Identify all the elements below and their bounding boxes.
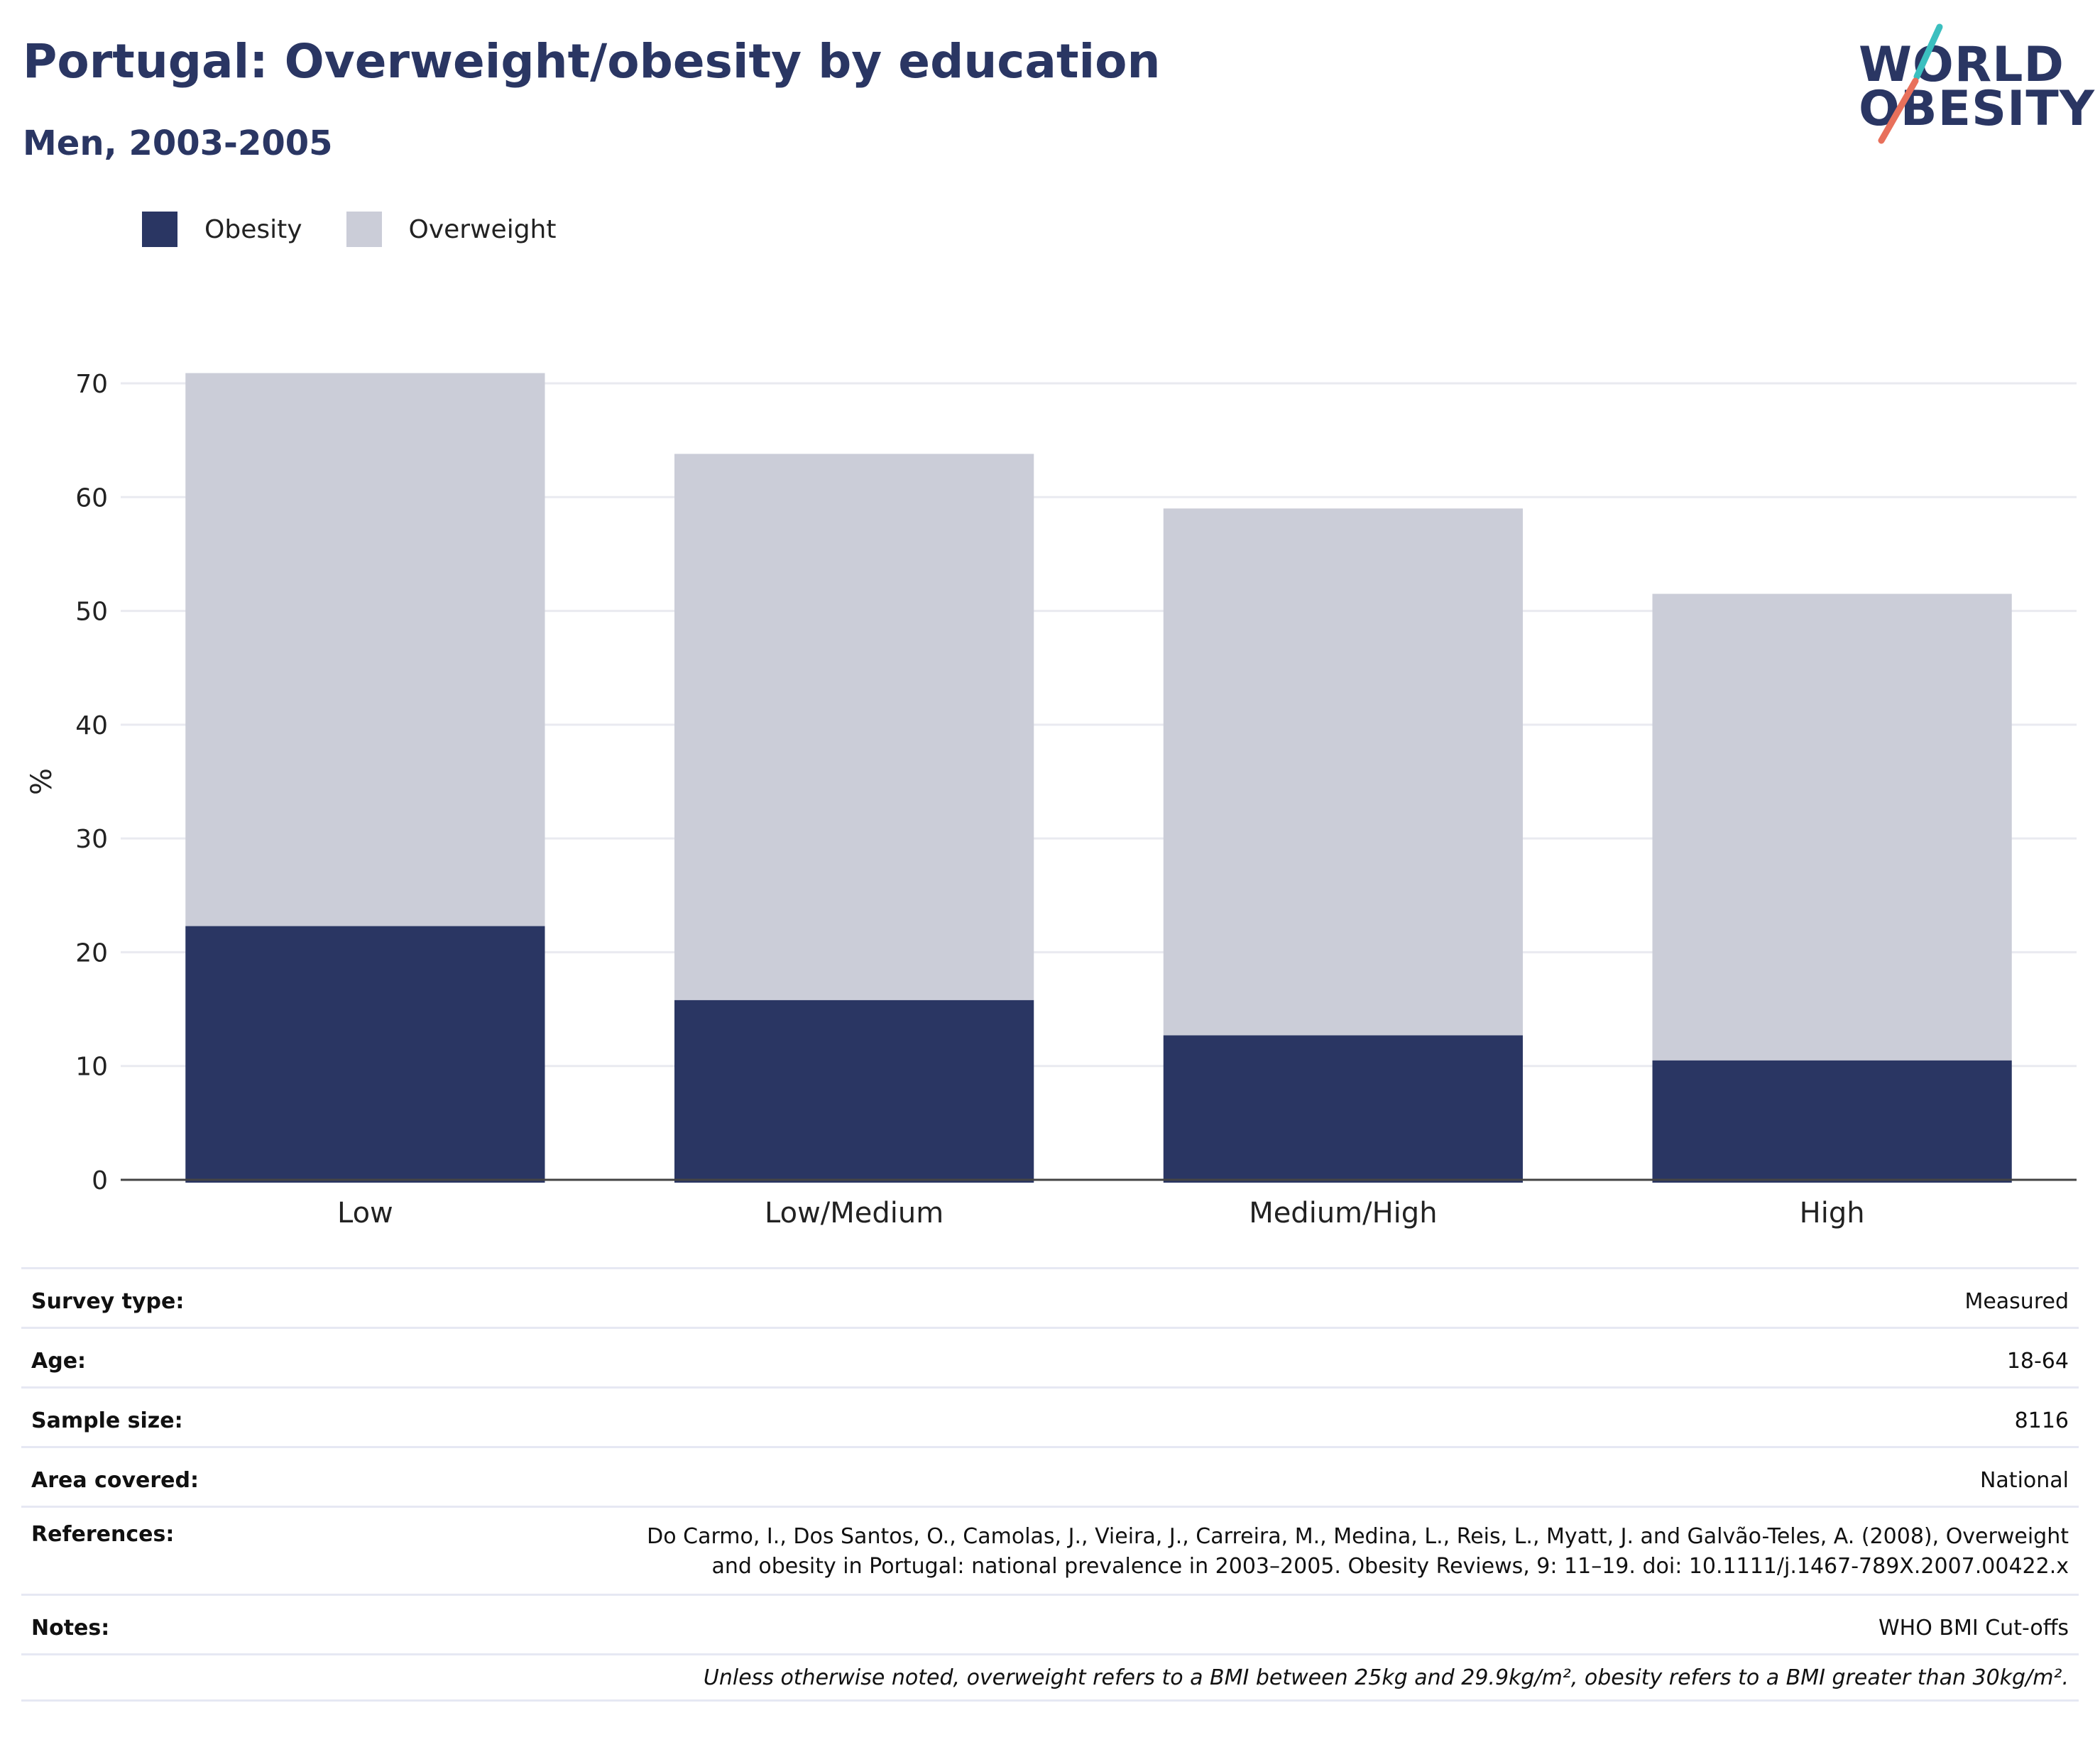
world-obesity-logo: WORLD OBESITY	[1846, 20, 2094, 148]
references-line: and obesity in Portugal: national preval…	[711, 1554, 2069, 1579]
logo-line-world: WORLD	[1859, 37, 2065, 93]
chart-legend: Obesity Overweight	[142, 212, 600, 247]
page-title: Portugal: Overweight/obesity by educatio…	[23, 34, 1161, 89]
info-value: 18-64	[2006, 1349, 2069, 1374]
bars	[185, 373, 2012, 1183]
legend-swatch-obesity	[142, 212, 177, 247]
y-tick-label: 20	[75, 938, 108, 968]
info-row-sample-size: Sample size: 8116	[21, 1386, 2079, 1446]
info-row-area-covered: Area covered: National	[21, 1446, 2079, 1506]
y-axis-label: %	[26, 768, 58, 795]
y-tick-label: 0	[92, 1166, 108, 1195]
y-tick-label: 30	[75, 825, 108, 854]
info-label: Age:	[31, 1349, 87, 1374]
info-row-survey-type: Survey type: Measured	[21, 1267, 2079, 1327]
references-line: Do Carmo, I., Dos Santos, O., Camolas, J…	[647, 1524, 2069, 1549]
bar-overweight-low-medium	[674, 454, 1034, 1000]
info-row-age: Age: 18-64	[21, 1327, 2079, 1386]
footnote: Unless otherwise noted, overweight refer…	[21, 1653, 2079, 1702]
info-value: National	[1979, 1468, 2069, 1493]
references-text: Do Carmo, I., Dos Santos, O., Camolas, J…	[647, 1522, 2069, 1582]
bar-obesity-low	[185, 926, 545, 1183]
info-value: WHO BMI Cut-offs	[1878, 1616, 2069, 1641]
info-label: Sample size:	[31, 1408, 183, 1433]
bar-obesity-high	[1652, 1060, 2012, 1183]
survey-info-table: Survey type: Measured Age: 18-64 Sample …	[21, 1267, 2079, 1702]
legend-item-overweight[interactable]: Overweight	[346, 212, 557, 247]
info-row-references: References: Do Carmo, I., Dos Santos, O.…	[21, 1506, 2079, 1594]
info-row-notes: Notes: WHO BMI Cut-offs	[21, 1594, 2079, 1653]
bar-overweight-low	[185, 373, 545, 926]
x-tick-label: Low	[337, 1197, 393, 1230]
info-value: 8116	[2014, 1408, 2069, 1433]
legend-item-obesity[interactable]: Obesity	[142, 212, 302, 247]
axes: 0 10 20 30 40 50 60 70% Low Low/Medium Medium/High…	[26, 370, 2077, 1230]
bar-obesity-medium-high	[1163, 1035, 1523, 1183]
y-tick-label: 40	[75, 711, 108, 740]
y-tick-label: 10	[75, 1053, 108, 1082]
y-tick-label: 60	[75, 483, 108, 513]
x-tick-label: Medium/High	[1249, 1197, 1437, 1230]
bar-overweight-medium-high	[1163, 508, 1523, 1036]
logo-slash-icon	[1878, 23, 1943, 144]
legend-label-obesity: Obesity	[204, 214, 302, 244]
y-tick-label: 50	[75, 598, 108, 627]
y-tick-label: 70	[75, 370, 108, 399]
x-tick-label: Low/Medium	[765, 1197, 944, 1230]
legend-swatch-overweight	[346, 212, 382, 247]
info-value: Measured	[1964, 1289, 2069, 1314]
x-tick-label: High	[1800, 1197, 1865, 1230]
bar-overweight-high	[1652, 593, 2012, 1061]
info-label: References:	[31, 1522, 175, 1547]
info-label: Area covered:	[31, 1468, 199, 1493]
info-label: Notes:	[31, 1616, 110, 1641]
legend-label-overweight: Overweight	[408, 214, 557, 244]
bar-obesity-low-medium	[674, 1000, 1034, 1183]
page-subtitle: Men, 2003-2005	[23, 124, 333, 163]
info-label: Survey type:	[31, 1289, 185, 1314]
stacked-bar-chart: 0 10 20 30 40 50 60 70% Low Low/Medium Medium/High…	[26, 370, 2077, 1230]
